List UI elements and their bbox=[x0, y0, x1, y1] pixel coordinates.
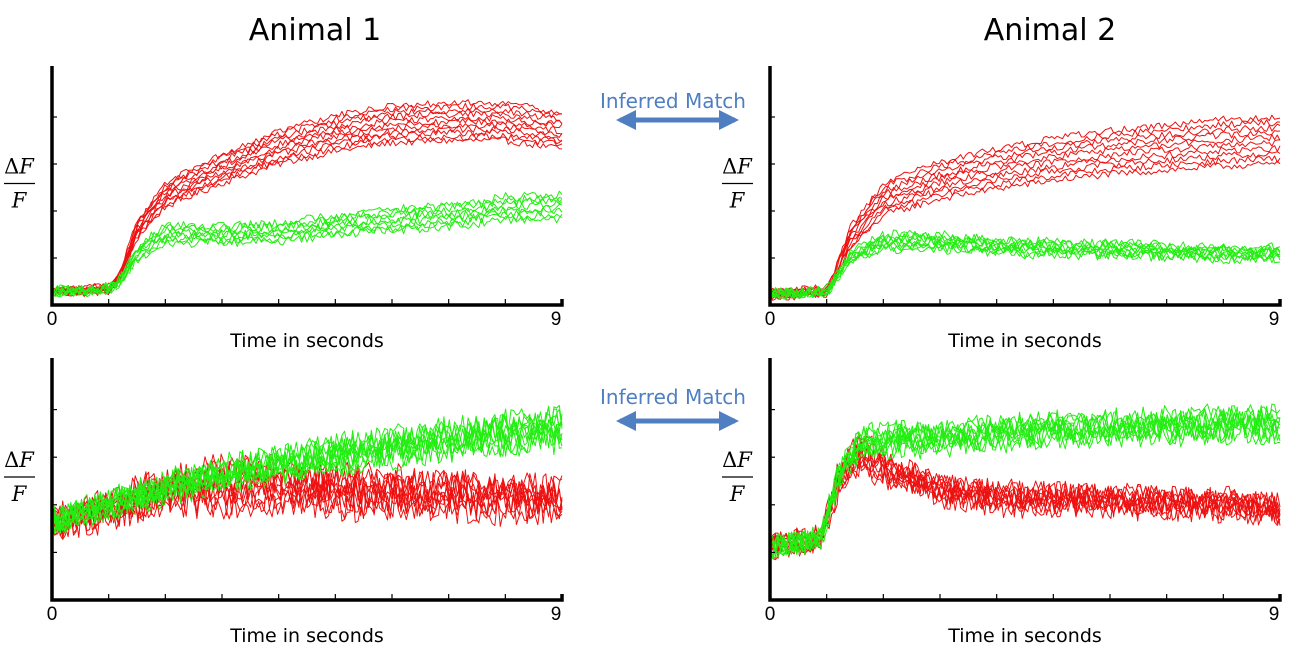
trace-line-green bbox=[769, 240, 1281, 299]
trace-line-red bbox=[51, 99, 563, 292]
trace-line-red bbox=[51, 132, 563, 296]
y-label-denominator: F bbox=[11, 482, 28, 506]
trace-line-red bbox=[51, 453, 563, 536]
chart-animal-2-bottom: 0 9 Time in seconds ΔF F bbox=[722, 358, 1282, 647]
match-indicator-bottom: Inferred Match bbox=[600, 385, 746, 431]
y-tick-marks bbox=[52, 409, 57, 554]
x-tick-label-end: 9 bbox=[1269, 309, 1280, 330]
column-title-animal-1: Animal 1 bbox=[249, 13, 381, 48]
match-label-bottom: Inferred Match bbox=[600, 385, 746, 409]
chart-animal-2-top: 0 9 Time in seconds ΔF F bbox=[722, 66, 1282, 352]
trace-line-green bbox=[769, 230, 1281, 298]
x-tick-marks bbox=[826, 594, 1224, 600]
trace-line-red bbox=[769, 151, 1281, 299]
trace-line-red bbox=[51, 474, 563, 538]
trace-line-green bbox=[769, 404, 1281, 553]
plot-area bbox=[769, 403, 1281, 561]
axis-lines bbox=[50, 66, 564, 307]
match-label-top: Inferred Match bbox=[600, 89, 746, 113]
trace-line-green bbox=[769, 238, 1281, 299]
x-axis-label: Time in seconds bbox=[229, 330, 384, 352]
trace-line-red bbox=[769, 134, 1281, 297]
trace-line-green bbox=[51, 200, 563, 296]
trace-line-red bbox=[51, 136, 563, 297]
axis-lines bbox=[768, 358, 1282, 602]
trace-line-green bbox=[769, 232, 1281, 298]
trace-line-red bbox=[769, 160, 1281, 301]
x-tick-marks bbox=[108, 299, 506, 305]
trace-line-green bbox=[51, 404, 563, 533]
chart-animal-1-bottom: 0 9 Time in seconds ΔF F bbox=[4, 358, 564, 647]
column-title-animal-2: Animal 2 bbox=[984, 13, 1116, 48]
axis-lines bbox=[768, 66, 1282, 307]
plot-area bbox=[51, 99, 563, 298]
y-axis-label: ΔF F bbox=[4, 448, 35, 506]
plot-area bbox=[769, 114, 1281, 301]
y-label-numerator: ΔF bbox=[4, 448, 35, 472]
y-label-denominator: F bbox=[729, 189, 746, 213]
trace-line-red bbox=[769, 130, 1281, 296]
y-axis-label: ΔF F bbox=[722, 155, 753, 213]
trace-line-red bbox=[769, 119, 1281, 295]
x-axis-label: Time in seconds bbox=[947, 625, 1102, 647]
y-label-numerator: ΔF bbox=[722, 448, 753, 472]
y-tick-marks bbox=[770, 116, 775, 259]
x-tick-label-start: 0 bbox=[765, 309, 776, 330]
match-indicator-top: Inferred Match bbox=[600, 89, 746, 130]
trace-line-green bbox=[51, 207, 563, 297]
x-tick-label-start: 0 bbox=[47, 309, 58, 330]
x-tick-label-start: 0 bbox=[47, 604, 58, 625]
trace-line-green bbox=[51, 422, 563, 534]
y-label-numerator: ΔF bbox=[4, 155, 35, 179]
axis-lines bbox=[50, 358, 564, 602]
trace-line-green bbox=[51, 213, 563, 298]
trace-line-green bbox=[769, 403, 1281, 555]
y-label-denominator: F bbox=[729, 482, 746, 506]
x-tick-label-end: 9 bbox=[551, 604, 562, 625]
plot-area bbox=[51, 404, 563, 540]
x-tick-marks bbox=[826, 299, 1224, 305]
trace-line-green bbox=[769, 229, 1281, 297]
x-tick-label-start: 0 bbox=[765, 604, 776, 625]
trace-line-red bbox=[51, 102, 563, 293]
trace-line-green bbox=[51, 415, 563, 533]
x-tick-marks bbox=[108, 594, 506, 600]
x-axis-label: Time in seconds bbox=[947, 330, 1102, 352]
trace-line-green bbox=[51, 190, 563, 295]
x-tick-label-end: 9 bbox=[1269, 604, 1280, 625]
trace-line-red bbox=[769, 114, 1281, 294]
y-tick-marks bbox=[52, 116, 57, 259]
trace-line-red bbox=[769, 145, 1281, 298]
x-axis-label: Time in seconds bbox=[229, 625, 384, 647]
chart-animal-1-top: 0 9 Time in seconds ΔF F bbox=[4, 66, 564, 352]
y-label-denominator: F bbox=[11, 189, 28, 213]
trace-line-red bbox=[769, 139, 1281, 298]
trace-line-green bbox=[51, 424, 563, 535]
x-tick-label-end: 9 bbox=[551, 309, 562, 330]
trace-line-green bbox=[51, 196, 563, 295]
y-tick-marks bbox=[770, 409, 775, 554]
y-axis-label: ΔF F bbox=[4, 155, 35, 213]
trace-line-red bbox=[51, 481, 563, 540]
trace-line-green bbox=[51, 211, 563, 297]
y-label-numerator: ΔF bbox=[722, 155, 753, 179]
trace-line-green bbox=[51, 406, 563, 533]
y-axis-label: ΔF F bbox=[722, 448, 753, 506]
trace-line-red bbox=[769, 123, 1281, 296]
trace-line-red bbox=[51, 114, 563, 295]
